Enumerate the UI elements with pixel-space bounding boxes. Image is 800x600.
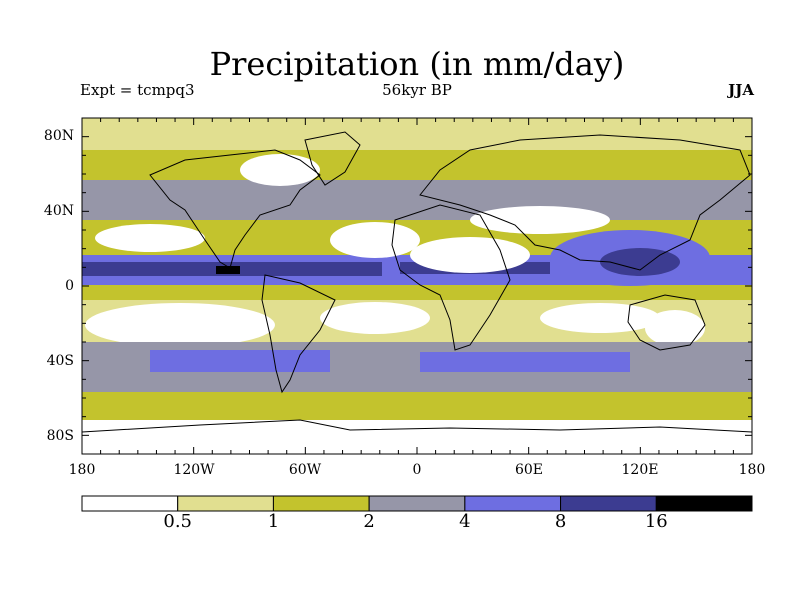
season-label: JJA [728, 81, 754, 99]
lon-label-120e: 120E [621, 462, 659, 478]
dry-zone-south-indian [540, 303, 660, 333]
colorbar-swatch [560, 495, 657, 512]
coastline-greenland [304, 131, 361, 186]
coastline-antarctica [81, 419, 753, 433]
coastline-eurasia [419, 134, 751, 271]
lat-label-40s: 40S [46, 353, 74, 369]
precip-zone-sh-wet-band-a [150, 350, 330, 372]
dry-zone-sahara [410, 237, 530, 273]
dry-zone-south-atlantic [320, 302, 430, 334]
coastline-africa [391, 204, 511, 351]
colorbar-level-label: 2 [363, 511, 375, 532]
map-title: Precipitation (in mm/day) [209, 45, 625, 83]
dry-zone-se-pacific [85, 303, 275, 347]
coastline-australia [627, 294, 706, 351]
lat-label-80s: 80S [46, 428, 74, 444]
precip-zone-sh-tropics [82, 285, 752, 303]
lat-label-40n: 40N [43, 203, 74, 219]
colorbar-swatch [655, 495, 753, 512]
precip-zone-nh-midlat [82, 180, 752, 220]
dry-zone-central-asia [470, 206, 610, 234]
precipitation-map [81, 118, 753, 454]
colorbar-swatch [464, 495, 562, 512]
precip-zone-monsoon-core [600, 248, 680, 276]
coastlines [81, 131, 753, 433]
colorbar-swatch [368, 495, 466, 512]
coastline-north-america [149, 149, 321, 269]
colorbar-level-label: 0.5 [163, 511, 193, 532]
coastline-south-america [261, 274, 336, 394]
colorbar-swatch [272, 495, 370, 512]
colorbar-swatch [177, 495, 274, 512]
precip-zone-sub-antarctic [82, 392, 752, 420]
experiment-label: Expt = tcmpq3 [80, 81, 195, 99]
lon-label-60e: 60E [514, 462, 544, 478]
lon-label-120w: 120W [173, 462, 215, 478]
lon-label-60w: 60W [288, 462, 322, 478]
colorbar-level-label: 8 [554, 511, 567, 532]
dry-zone-ne-pacific [95, 224, 205, 252]
lon-label-0: 0 [412, 462, 422, 478]
colorbar [81, 495, 753, 512]
colorbar-swatch [81, 495, 179, 512]
lon-label-180w: 180 [68, 462, 96, 478]
precip-max-patch [216, 266, 240, 274]
colorbar-level-label: 16 [644, 511, 668, 532]
lat-label-equator: 0 [65, 278, 74, 294]
axis-ticks [81, 117, 753, 455]
dry-zone-north-atlantic [330, 222, 420, 258]
lat-label-80n: 80N [43, 128, 74, 144]
precip-zone-sh-wet-band-b [420, 352, 630, 372]
lon-label-180e: 180 [738, 462, 766, 478]
dry-zone-north-america [240, 154, 320, 186]
period-label: 56kyr BP [382, 81, 452, 99]
colorbar-level-label: 1 [267, 511, 280, 532]
colorbar-level-label: 4 [459, 511, 471, 532]
dry-zone-australia [645, 310, 705, 346]
precip-zone-subarctic [82, 150, 752, 180]
